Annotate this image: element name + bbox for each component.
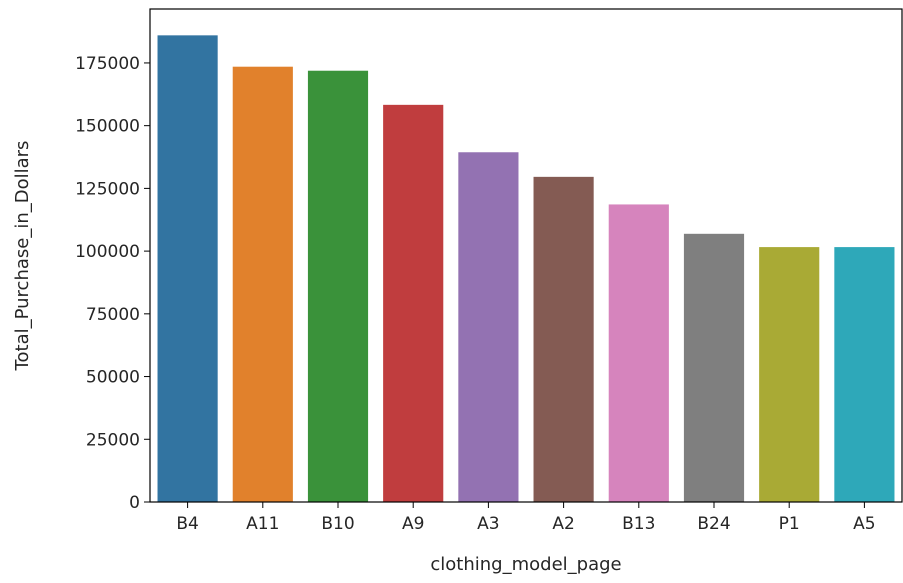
- x-tick-label: B24: [697, 514, 730, 534]
- bar-A5: [834, 247, 895, 502]
- y-axis-ticks: 0 25000 50000 75000 100000 125000 150000 175000: [75, 54, 150, 513]
- x-tick-label: B13: [622, 514, 655, 534]
- y-tick-label: 75000: [86, 305, 140, 325]
- x-axis-label: clothing_model_page: [430, 554, 621, 575]
- y-tick-label: 175000: [75, 54, 140, 74]
- x-tick-label: P1: [779, 514, 800, 534]
- y-tick-label: 25000: [86, 430, 140, 450]
- x-tick-label: A11: [246, 514, 279, 534]
- x-tick-label: A5: [853, 514, 875, 534]
- y-tick-label: 125000: [75, 179, 140, 199]
- y-tick-label: 0: [129, 493, 140, 513]
- bar-A3: [458, 152, 519, 502]
- bar-A9: [383, 104, 444, 502]
- bar-P1: [759, 247, 820, 502]
- bar-A11: [232, 66, 293, 502]
- y-axis-label: Total_Purchase_in_Dollars: [12, 141, 33, 372]
- y-tick-label: 150000: [75, 117, 140, 137]
- x-tick-label: B10: [321, 514, 354, 534]
- bars-group: [157, 35, 895, 503]
- bar-B24: [683, 233, 745, 503]
- x-tick-label: A9: [402, 514, 424, 534]
- plot-frame: [149, 8, 903, 503]
- bar-B13: [608, 204, 669, 502]
- bar-B4: [157, 35, 218, 503]
- y-tick-label: 100000: [75, 242, 140, 262]
- bar-B10: [307, 70, 369, 502]
- bar-A2: [533, 176, 594, 502]
- x-tick-label: A3: [477, 514, 499, 534]
- x-tick-label: B4: [176, 514, 198, 534]
- y-tick-label: 50000: [86, 368, 140, 388]
- x-tick-label: A2: [552, 514, 574, 534]
- x-axis-ticks: B4 A11 B10 A9 A3 A2 B13 B24 P1 A5: [176, 502, 876, 534]
